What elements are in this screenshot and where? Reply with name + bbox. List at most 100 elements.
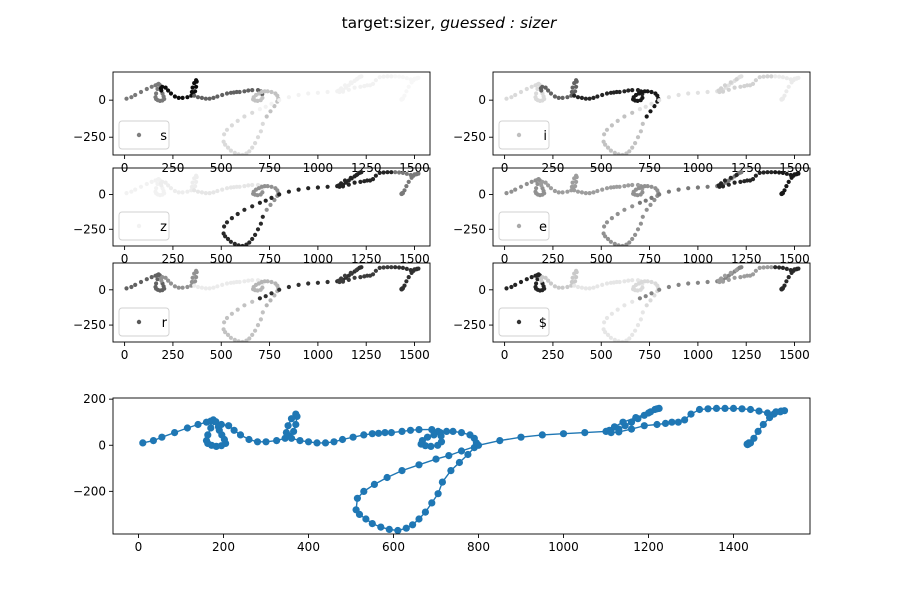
x-tick-label: 500 [590, 252, 613, 266]
data-point [342, 178, 348, 183]
data-point [272, 104, 277, 109]
trajectory-point [745, 439, 753, 447]
data-point [133, 92, 138, 98]
data-point [637, 200, 643, 205]
data-point [237, 184, 242, 189]
data-point [518, 89, 524, 95]
x-tick-label: 250 [541, 252, 564, 266]
data-point [160, 275, 165, 280]
y-tick-label: 0 [98, 93, 106, 107]
data-point [234, 279, 239, 285]
data-point [168, 281, 174, 286]
data-point [385, 170, 390, 175]
trajectory-point [759, 420, 767, 429]
data-point [262, 279, 267, 284]
data-point [529, 179, 534, 184]
data-point [296, 187, 301, 192]
data-point [617, 89, 622, 95]
data-point [705, 279, 710, 285]
data-point [340, 89, 346, 94]
data-point [258, 129, 263, 134]
y-tick-label: −250 [73, 318, 106, 332]
x-tick-label: 600 [382, 540, 405, 554]
data-point [400, 75, 405, 80]
data-point [753, 173, 759, 178]
data-point [189, 279, 194, 285]
trajectory-point [409, 521, 417, 529]
data-point [211, 285, 216, 290]
data-point [193, 279, 198, 284]
legend: z [118, 211, 170, 241]
x-tick-label: 1250 [351, 252, 382, 266]
data-point [397, 170, 402, 175]
x-tick-label: 1000 [303, 348, 334, 362]
data-point [645, 279, 650, 284]
data-point [215, 94, 220, 99]
data-point [780, 265, 786, 270]
data-point [207, 286, 212, 291]
data-point [642, 184, 647, 189]
data-point [264, 114, 269, 119]
trajectory-point [755, 407, 763, 415]
data-point [296, 92, 301, 98]
y-tick-label: −250 [453, 130, 486, 144]
data-point [745, 178, 750, 183]
trajectory-point [139, 439, 147, 447]
data-point [207, 191, 212, 196]
data-point [381, 170, 386, 175]
data-point [250, 88, 255, 93]
x-tick-label: 1200 [633, 540, 664, 554]
data-point [649, 195, 654, 200]
axes-frame [112, 167, 431, 247]
plot-marks [124, 170, 421, 246]
data-point [750, 81, 756, 86]
trajectory-point [217, 420, 225, 429]
data-point [624, 242, 629, 246]
data-point [601, 327, 606, 332]
trajectory-point [236, 431, 245, 439]
data-point [535, 181, 540, 187]
data-point [518, 279, 524, 285]
data-point [513, 282, 518, 287]
x-tick-label: 1500 [399, 252, 430, 266]
trajectory-point [496, 437, 504, 445]
x-tick-label: 1500 [779, 252, 810, 266]
data-point [622, 303, 627, 308]
data-point [780, 286, 785, 291]
data-point [337, 184, 342, 189]
data-point [569, 279, 575, 285]
data-point [348, 175, 353, 180]
data-point [622, 279, 627, 284]
data-point [614, 89, 619, 95]
data-point [569, 184, 575, 189]
trajectory-point [447, 467, 455, 475]
data-point [587, 96, 592, 101]
trajectory-point [284, 422, 292, 430]
trajectory-point [445, 452, 453, 460]
data-point [269, 291, 274, 296]
data-point [649, 89, 654, 95]
data-point [676, 282, 681, 287]
x-tick-label: 1250 [351, 348, 382, 362]
data-point [609, 311, 615, 316]
data-point [786, 275, 791, 280]
trajectory-point [287, 434, 296, 442]
data-point [269, 195, 274, 200]
data-point [535, 86, 540, 92]
data-point [574, 179, 579, 184]
data-point [194, 275, 199, 280]
data-point [242, 207, 247, 212]
data-point [579, 190, 585, 195]
data-point [626, 88, 631, 93]
data-point [235, 307, 240, 312]
x-tick-label: 1400 [718, 540, 749, 554]
data-point [627, 336, 632, 341]
trajectory-point [627, 418, 636, 426]
data-point [570, 85, 575, 90]
data-point [666, 95, 672, 100]
trajectory-point [287, 415, 296, 423]
data-point [540, 275, 545, 280]
data-point [155, 86, 160, 92]
data-point [573, 184, 578, 189]
data-point [358, 275, 363, 280]
